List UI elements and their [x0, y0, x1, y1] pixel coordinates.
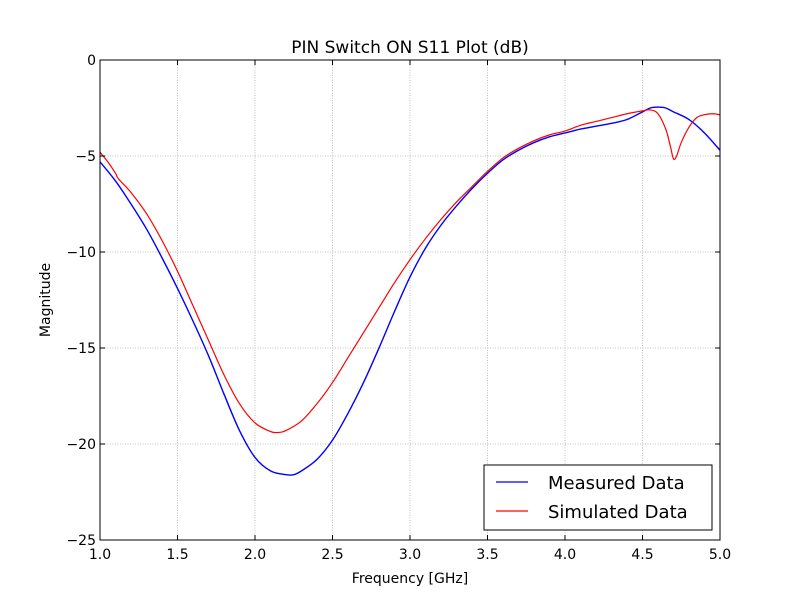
x-tick-label: 3.0 — [399, 547, 421, 563]
y-axis-label: Magnitude — [38, 263, 54, 337]
axis-ticks: 1.0 1.5 2.0 2.5 3.0 3.5 4.0 4.5 5.0 0 −5 −10 −15 −20 −… — [66, 53, 731, 563]
x-tick-label: 2.0 — [244, 547, 266, 563]
y-tick-label: −15 — [66, 341, 96, 357]
legend-label-simulated: Simulated Data — [548, 502, 688, 523]
x-tick-label: 3.5 — [476, 547, 498, 563]
y-tick-label: −5 — [75, 149, 96, 165]
y-tick-label: −10 — [66, 245, 96, 261]
y-tick-label: −25 — [66, 533, 96, 549]
x-tick-label: 4.0 — [554, 547, 576, 563]
measured-data-line — [100, 106, 720, 476]
y-tick-label: −20 — [66, 437, 96, 453]
legend-label-measured: Measured Data — [548, 473, 685, 494]
x-tick-label: 5.0 — [709, 547, 731, 563]
y-tick-label: 0 — [87, 53, 96, 69]
chart-title: PIN Switch ON S11 Plot (dB) — [291, 38, 529, 58]
legend: Measured Data Simulated Data — [483, 464, 713, 531]
x-tick-label: 4.5 — [631, 547, 653, 563]
simulated-data-line — [100, 109, 720, 434]
x-tick-label: 1.5 — [166, 547, 188, 563]
x-axis-label: Frequency [GHz] — [352, 571, 468, 587]
x-tick-label: 1.0 — [89, 547, 111, 563]
legend-box — [483, 464, 713, 531]
plot-series-group — [100, 106, 720, 476]
grid-lines — [100, 60, 720, 540]
x-tick-label: 2.5 — [321, 547, 343, 563]
